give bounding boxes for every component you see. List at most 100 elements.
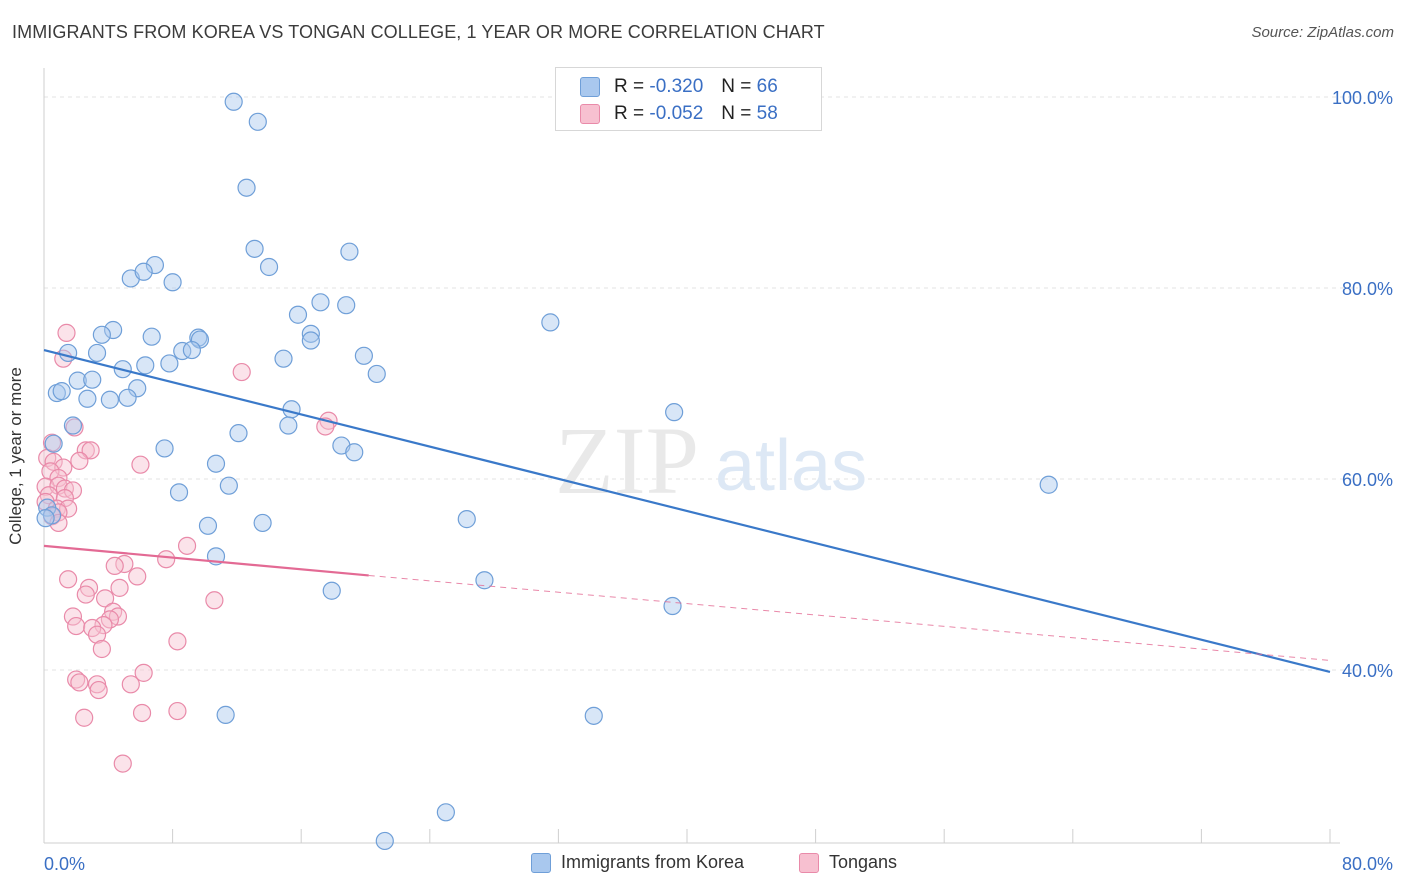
data-point-tongan xyxy=(205,591,224,610)
legend-n-label: N = xyxy=(721,103,752,124)
data-point-korea xyxy=(340,242,359,261)
data-point-tongan xyxy=(76,441,95,460)
legend-swatch-tongan xyxy=(580,104,600,124)
data-point-korea xyxy=(311,293,330,312)
source-label: Source: ZipAtlas.com xyxy=(1251,24,1394,41)
data-point-korea xyxy=(136,356,155,375)
bottom-legend-label-tongan: Tongans xyxy=(829,852,898,872)
bottom-legend-korea: Immigrants from Korea xyxy=(531,852,744,873)
data-point-korea xyxy=(134,262,153,281)
data-point-tongan xyxy=(134,663,153,682)
data-point-tongan xyxy=(121,675,140,694)
data-point-korea xyxy=(87,343,107,363)
data-point-korea xyxy=(160,354,179,373)
legend-n-label: N = xyxy=(721,76,752,97)
axes xyxy=(43,68,1340,844)
data-point-korea xyxy=(128,379,147,398)
data-point-korea xyxy=(182,340,201,360)
data-point-tongan xyxy=(95,589,115,608)
data-point-korea xyxy=(78,389,97,408)
data-point-korea xyxy=(259,257,279,277)
y-tick-label: 80.0% xyxy=(1342,279,1393,299)
data-point-tongan xyxy=(59,570,78,589)
data-point-tongan xyxy=(113,754,132,773)
bottom-legend-swatch-korea xyxy=(531,852,551,873)
data-point-tongan xyxy=(49,468,68,488)
data-point-korea xyxy=(36,509,55,528)
tick-labels: 40.0% 60.0% 80.0% 100.0% 0.0% 80.0% xyxy=(44,88,1393,874)
bottom-legend-swatch-tongan xyxy=(799,852,819,873)
data-point-korea xyxy=(279,416,298,435)
data-point-tongan xyxy=(76,585,95,604)
data-point-korea xyxy=(345,443,364,462)
data-point-tongan xyxy=(87,625,107,644)
legend-r-value: -0.320 xyxy=(649,76,704,97)
data-point-tongan xyxy=(89,680,108,700)
data-point-korea xyxy=(92,325,111,344)
data-point-tongan xyxy=(105,556,124,576)
legend-row-tongan: R = -0.052 N = 58 xyxy=(580,101,778,127)
legend-n-value: 58 xyxy=(756,103,778,124)
data-point-korea xyxy=(288,305,308,324)
y-tick-label: 100.0% xyxy=(1332,88,1393,108)
y-tick-label: 40.0% xyxy=(1342,661,1393,681)
data-point-korea xyxy=(253,513,272,533)
data-point-tongan xyxy=(92,639,111,659)
data-point-korea xyxy=(245,239,264,258)
data-point-korea xyxy=(337,296,356,315)
data-point-korea xyxy=(457,510,476,529)
data-point-korea xyxy=(163,273,182,292)
data-point-korea xyxy=(663,596,682,616)
data-point-korea xyxy=(475,571,494,590)
data-point-tongan xyxy=(75,708,94,727)
data-point-korea xyxy=(229,424,248,443)
data-point-korea xyxy=(169,483,189,502)
data-point-tongan xyxy=(131,455,150,474)
legend-r-label: R = xyxy=(614,103,645,124)
data-point-korea xyxy=(68,371,87,390)
data-point-korea xyxy=(301,331,320,350)
trend-line-tongan xyxy=(43,544,369,577)
data-point-korea xyxy=(436,803,455,822)
chart-title: IMMIGRANTS FROM KOREA VS TONGAN COLLEGE,… xyxy=(12,22,825,42)
data-point-korea xyxy=(375,831,394,851)
trend-line-korea xyxy=(43,349,1331,673)
data-point-korea xyxy=(367,364,386,384)
data-point-korea xyxy=(142,327,161,346)
data-point-korea xyxy=(665,403,684,422)
correlation-legend: R = -0.320 N = 66 R = -0.052 N = 58 xyxy=(555,67,822,131)
series-korea xyxy=(36,92,1058,851)
data-point-tongan xyxy=(177,536,197,555)
data-point-tongan xyxy=(63,607,83,626)
watermark: ZIP atlas xyxy=(555,407,867,514)
data-point-tongan xyxy=(157,550,176,569)
data-point-korea xyxy=(541,313,560,332)
data-point-korea xyxy=(173,341,192,361)
data-point-korea xyxy=(83,370,102,389)
trend-line-tongan-dashed xyxy=(368,574,1331,661)
data-point-tongan xyxy=(70,451,89,470)
data-point-korea xyxy=(1039,475,1058,494)
watermark-zip: ZIP xyxy=(555,407,699,514)
data-point-korea xyxy=(44,434,63,453)
data-point-korea xyxy=(104,320,123,340)
series-tongans xyxy=(36,323,338,773)
y-tick-label: 60.0% xyxy=(1342,470,1393,490)
data-point-tongan xyxy=(67,616,86,636)
data-point-korea xyxy=(52,382,71,401)
y-axis-label: College, 1 year or more xyxy=(6,367,25,545)
data-point-tongan xyxy=(94,616,113,635)
data-point-tongan xyxy=(57,323,76,342)
data-point-korea xyxy=(354,346,373,365)
data-point-korea xyxy=(301,324,320,343)
x-tick-label: 0.0% xyxy=(44,854,85,874)
data-point-korea xyxy=(118,388,137,407)
data-point-tongan xyxy=(59,499,78,518)
data-point-korea xyxy=(155,439,174,458)
data-point-tongan xyxy=(168,632,187,651)
bottom-legend-label-korea: Immigrants from Korea xyxy=(561,852,745,872)
data-point-korea xyxy=(59,343,78,363)
data-point-tongan xyxy=(128,567,147,586)
legend-r-value: -0.052 xyxy=(649,103,704,124)
